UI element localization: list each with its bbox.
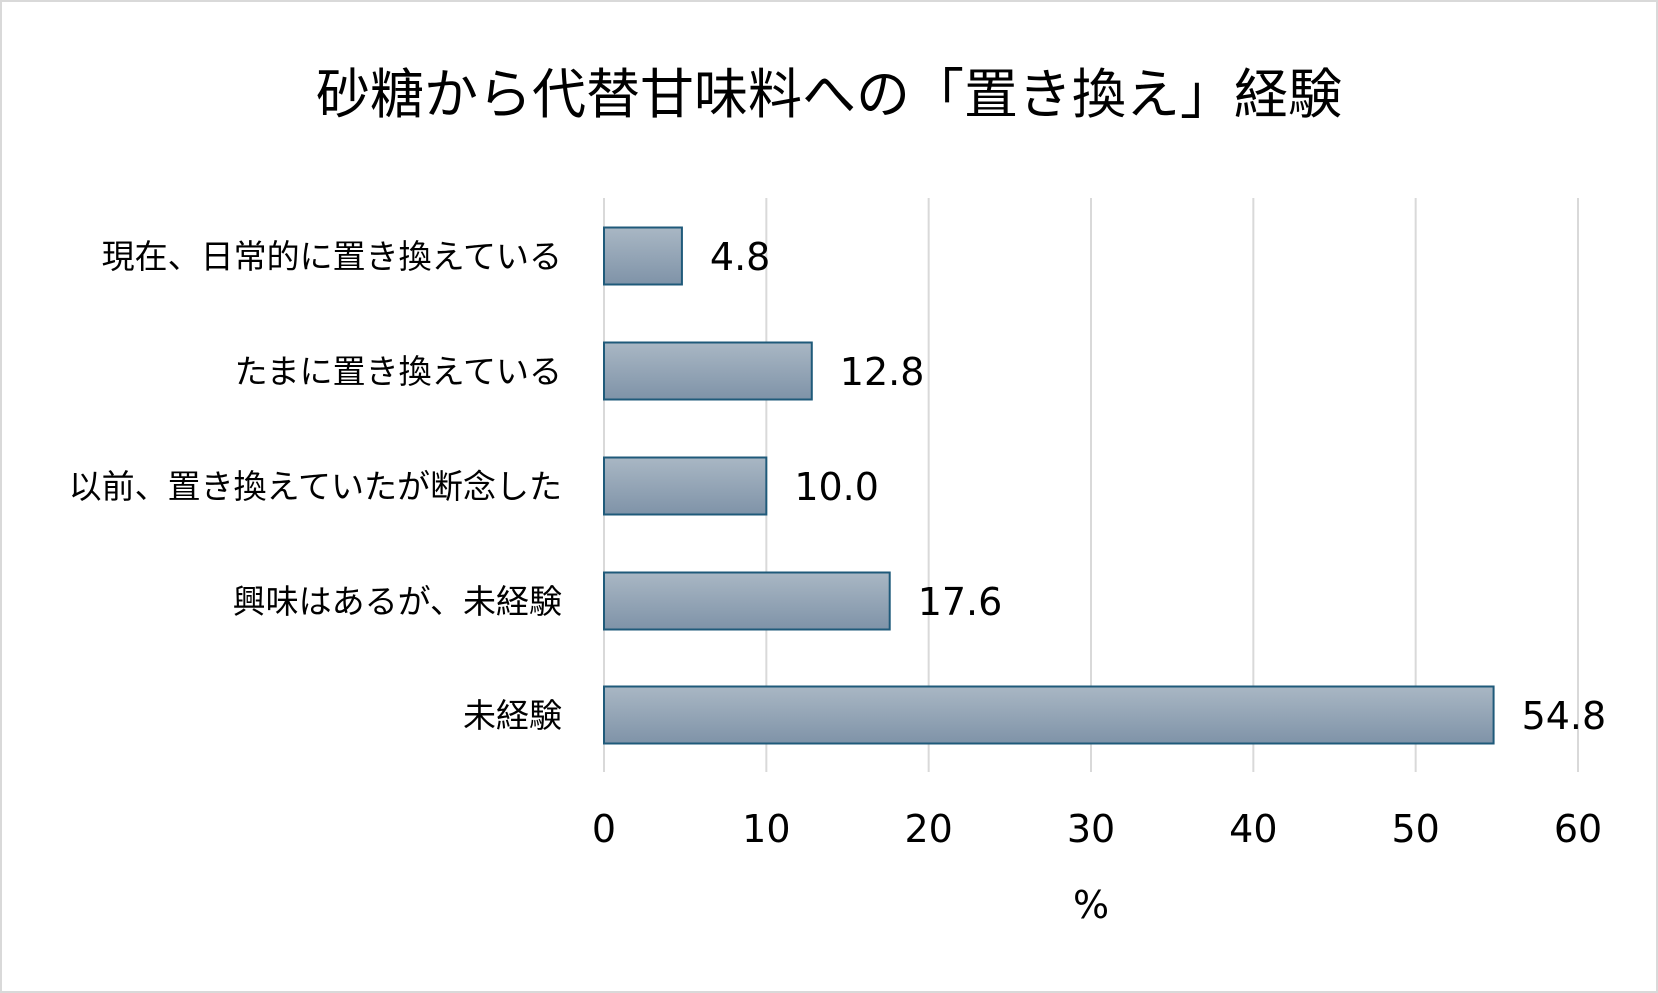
- x-tick-label: 50: [1391, 807, 1439, 851]
- x-tick-label: 30: [1067, 807, 1115, 851]
- value-label: 17.6: [918, 580, 1003, 624]
- value-label: 12.8: [840, 350, 925, 394]
- bar-2: [603, 456, 768, 516]
- category-label: 未経験: [463, 696, 562, 735]
- category-label: 興味はあるが、未経験: [233, 582, 562, 621]
- value-label: 54.8: [1522, 694, 1607, 738]
- bar-0: [603, 226, 683, 286]
- x-tick-label: 40: [1229, 807, 1277, 851]
- bar-4: [603, 685, 1495, 745]
- category-label: 以前、置き換えていたが断念した: [69, 467, 562, 506]
- category-label: 現在、日常的に置き換えている: [102, 237, 562, 276]
- x-tick-label: 20: [904, 807, 952, 851]
- x-tick-label: 60: [1554, 807, 1602, 851]
- category-label: たまに置き換えている: [235, 352, 562, 391]
- x-tick-label: 10: [742, 807, 790, 851]
- value-label: 10.0: [794, 465, 879, 509]
- x-tick-label: 0: [592, 807, 616, 851]
- bar-3: [603, 571, 891, 631]
- value-label: 4.8: [710, 235, 770, 279]
- gridlines: [603, 198, 1579, 772]
- x-axis-title: %: [1073, 883, 1109, 927]
- bar-1: [603, 341, 813, 401]
- labels: 0 10 20 30 40 50 60% 現在、日常的に置き換えている 4.8 たまに置き換えてい…: [69, 235, 1607, 927]
- bars: [603, 226, 1495, 745]
- chart-title: 砂糖から代替甘味料への「置き換え」経験: [316, 63, 1342, 126]
